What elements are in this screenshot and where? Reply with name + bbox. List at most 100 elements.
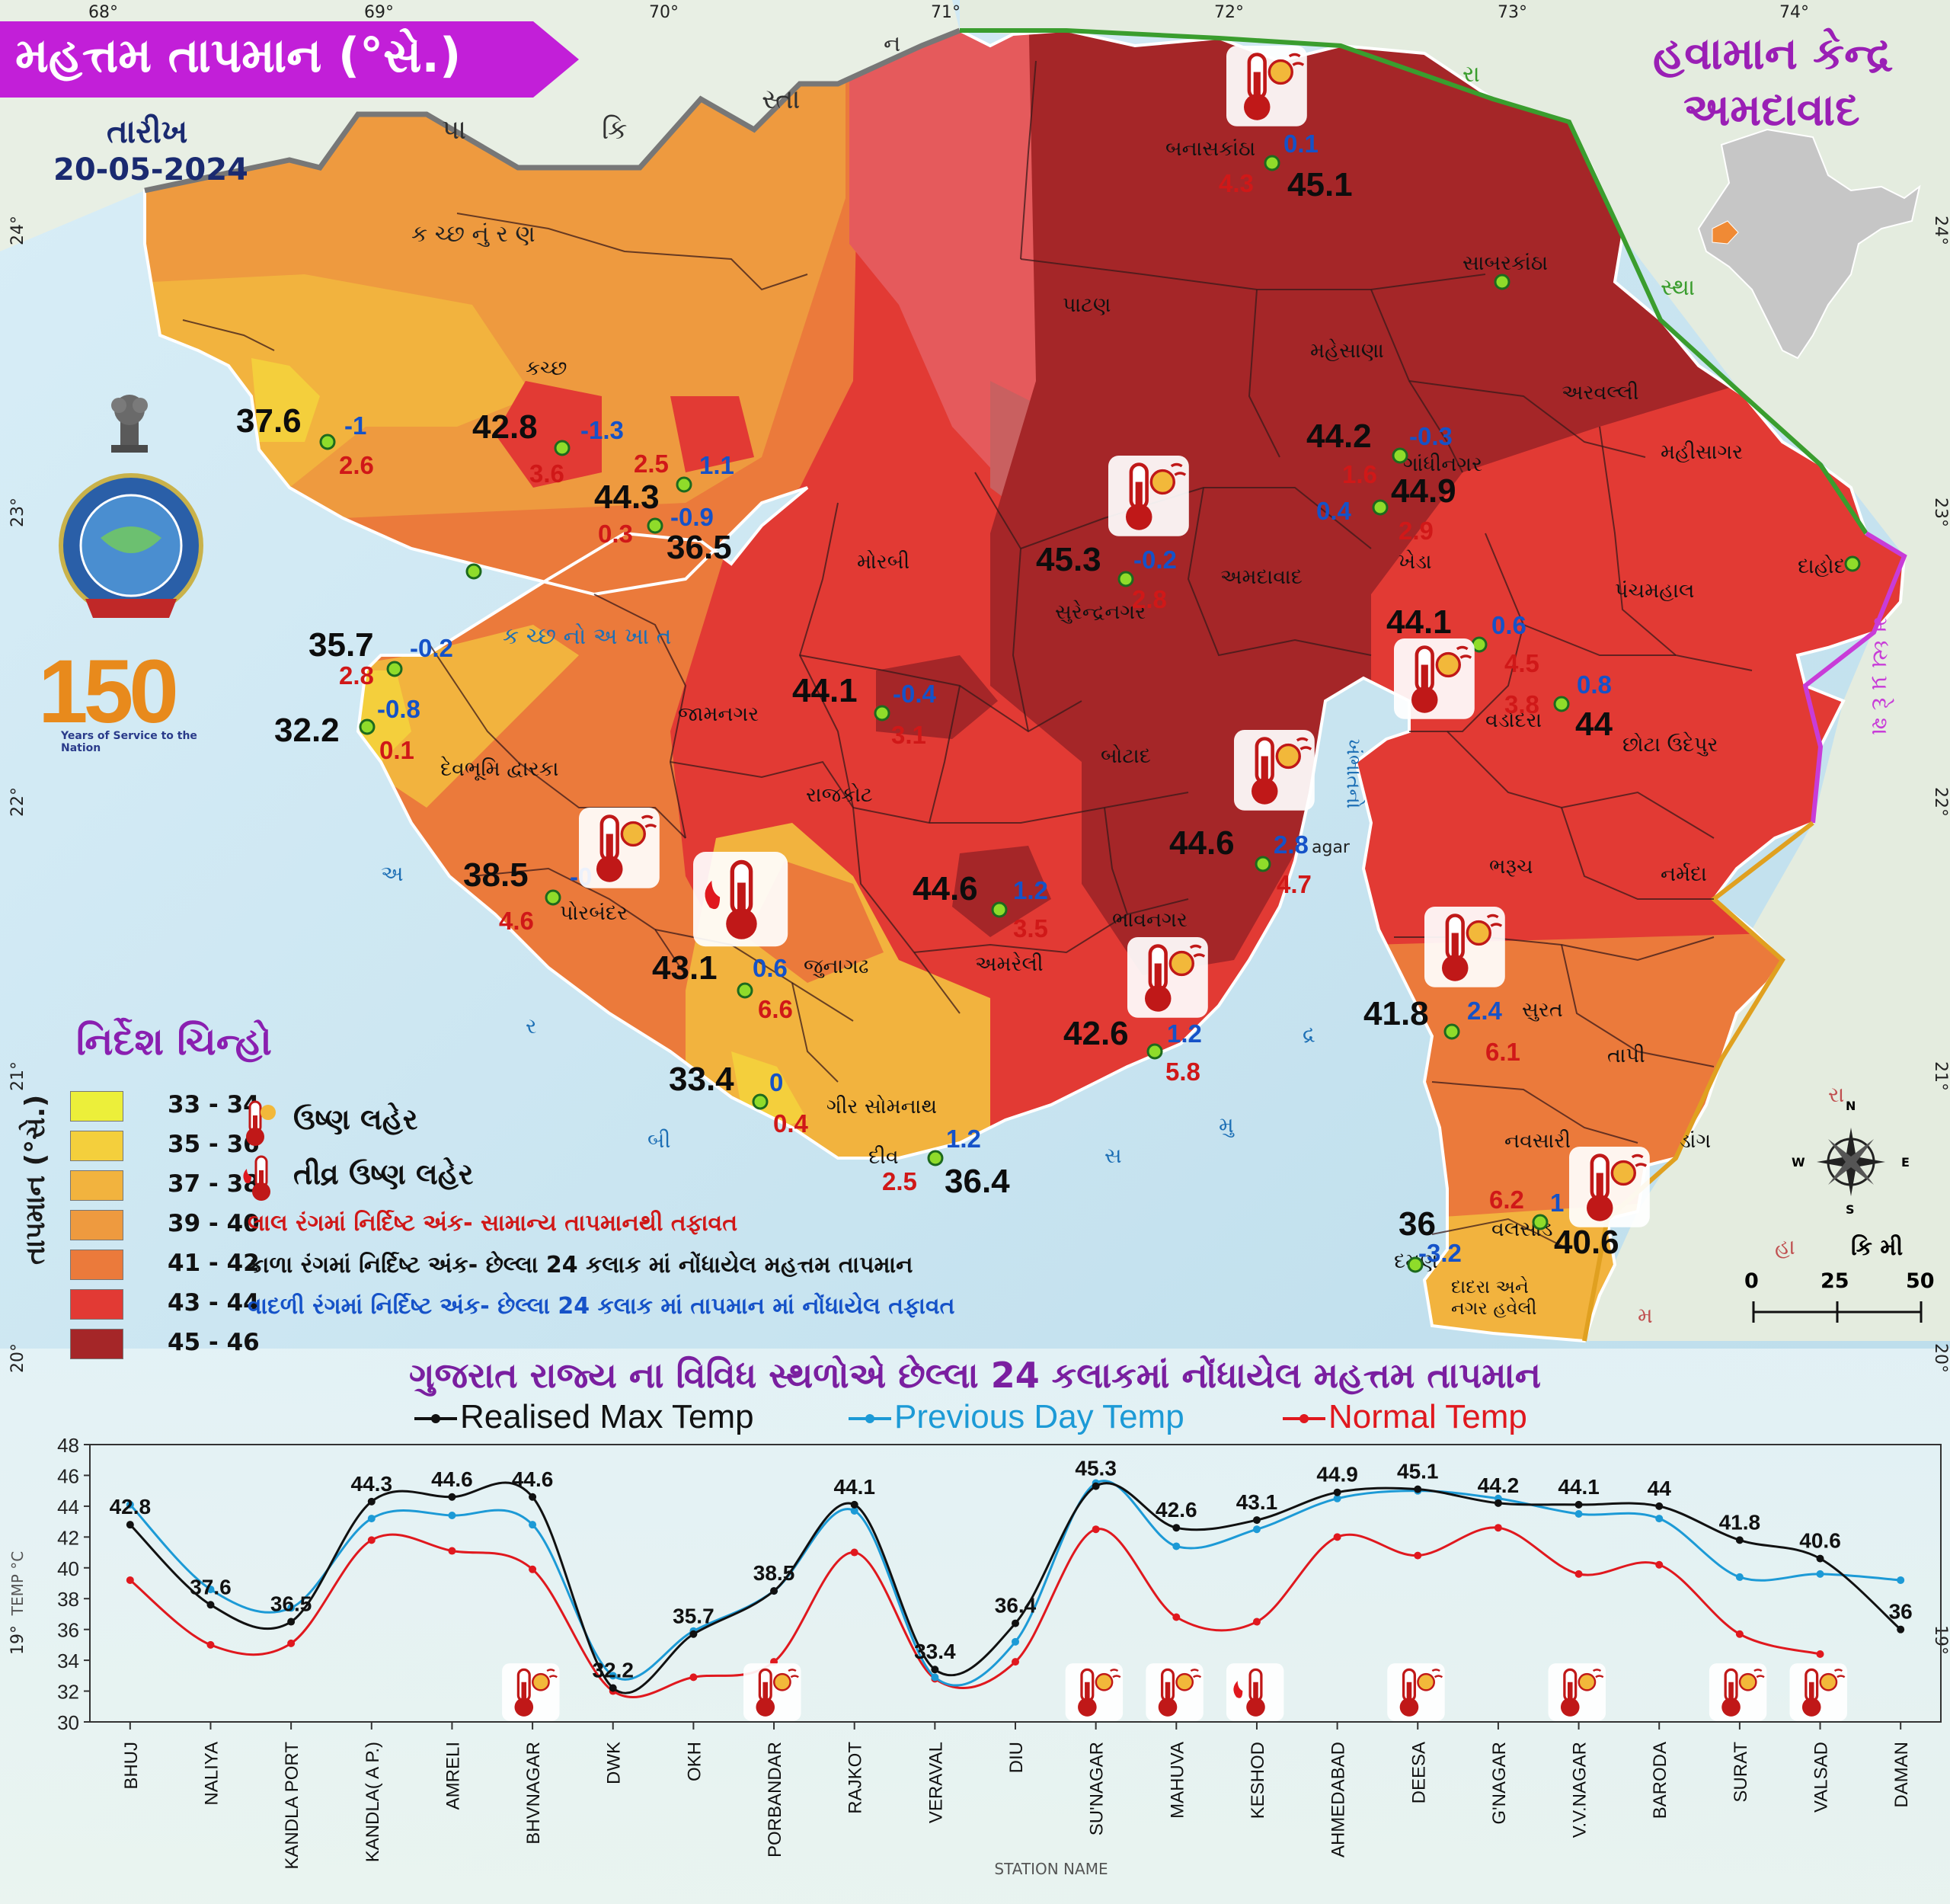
x-tick-label: MAHUVA (1167, 1742, 1188, 1819)
series-point-1 (1897, 1576, 1905, 1584)
map-text-ha: હા (1775, 1234, 1795, 1259)
lon-label: 72° (1214, 3, 1244, 22)
series-point-0 (1414, 1485, 1422, 1493)
station-prev-dwarka: -0.8 (377, 695, 420, 723)
station-diff-ahmedabad: 2.9 (1399, 517, 1434, 545)
lon-label: 71° (931, 3, 961, 22)
station-prev-baroda: 0.8 (1577, 670, 1612, 699)
lat-label-left: 22° (8, 787, 27, 817)
station-max-baroda: 44 (1575, 706, 1613, 743)
series-point-0 (931, 1666, 939, 1674)
station-max-valsad: 40.6 (1554, 1224, 1619, 1261)
district-label-dahod: દાહોદ (1798, 555, 1846, 578)
map-text-ra: રા (1462, 61, 1480, 88)
station-max-amreli: 44.6 (913, 870, 978, 907)
station-max-gnagar: 44.2 (1306, 418, 1372, 455)
legend-severe-heatwave-label: તીવ્ર ઉષ્ણ લહેર (293, 1157, 474, 1191)
map-text-dra: દ્ર (1303, 1021, 1315, 1046)
chart-legend-label: Realised Max Temp (460, 1398, 754, 1435)
series-point-2 (448, 1547, 456, 1555)
map-title: મહત્તમ તાપમાન (°સે.) (15, 27, 462, 83)
chart-legend-item: Normal Temp (1280, 1398, 1527, 1436)
chart-heatwave-icon (1387, 1663, 1445, 1721)
scale-bar: કિ મી 0 25 50 (1744, 1234, 1935, 1326)
series-point-0 (850, 1500, 858, 1509)
x-tick-label: DEESA (1408, 1742, 1429, 1803)
station-max-bhavnagar: 44.6 (1169, 824, 1235, 862)
station-max-kandla_ap: 44.3 (594, 478, 660, 516)
x-tick-label: DIU (1006, 1742, 1027, 1773)
anniversary-text: Years of Service to the Nation (61, 730, 197, 754)
station-max-rajkot: 44.1 (792, 672, 858, 709)
data-label: 44.6 (431, 1467, 473, 1491)
date-value: 20-05-2024 (53, 152, 248, 187)
series-point-0 (1816, 1554, 1824, 1563)
x-tick-label: KANDLA PORT (282, 1742, 302, 1870)
legend-swatch (70, 1210, 123, 1240)
y-tick-label: 46 (57, 1464, 79, 1487)
legend-swatch (70, 1131, 123, 1161)
series-point-2 (850, 1548, 858, 1557)
data-label: 44.2 (1478, 1474, 1520, 1497)
chart-heatwave-icon (1146, 1663, 1204, 1721)
station-prev-daman: -3.2 (1418, 1239, 1462, 1267)
legend-swatch (70, 1091, 123, 1122)
station-diff-valsad: 6.2 (1489, 1186, 1524, 1214)
district-label-bhavnagar: ભાવનગર (1112, 908, 1188, 932)
chart-legend-marker (414, 1414, 457, 1424)
data-label: 45.3 (1075, 1457, 1117, 1480)
series-point-1 (1655, 1515, 1664, 1523)
district-label-bharuch: ભરૂચ (1489, 855, 1533, 878)
map-text-r: ર (526, 1013, 537, 1038)
station-diff-vvnagar: 4.5 (1504, 649, 1539, 677)
station-prev-bhuj: -1.3 (580, 416, 624, 444)
series-point-2 (287, 1639, 296, 1647)
data-label: 35.7 (673, 1605, 714, 1628)
station-max-porbandar: 38.5 (463, 856, 529, 894)
series-point-0 (1897, 1625, 1905, 1634)
y-tick-label: 34 (57, 1650, 79, 1672)
lat-label-right: 21° (1931, 1061, 1950, 1091)
scale-tick-50: 50 (1906, 1269, 1935, 1293)
station-max-mahuva: 42.6 (1063, 1015, 1129, 1052)
station-prev-ahmedabad: 0.4 (1316, 497, 1351, 525)
series-line-1 (129, 1480, 1901, 1687)
series-point-1 (126, 1500, 134, 1509)
data-label: 37.6 (190, 1575, 232, 1598)
series-point-0 (1494, 1499, 1502, 1507)
district-label-narmada: નર્મદા (1661, 862, 1707, 886)
chart-severe-heatwave-icon (1226, 1663, 1284, 1721)
station-prev-keshod: 0.6 (753, 954, 788, 982)
x-tick-label: G'NAGAR (1489, 1742, 1510, 1825)
emblem-icon (98, 379, 161, 459)
series-point-2 (126, 1576, 134, 1584)
district-label-kutch: કચ્છ (526, 357, 567, 380)
district-label-dwarka: દેવભૂમિ દ્વારકા (440, 757, 559, 781)
data-label: 36.5 (270, 1592, 312, 1616)
district-label-rajkot: રાજકોટ (806, 783, 873, 807)
imd-logo-icon (55, 469, 207, 622)
chart-heatwave-icon (1548, 1663, 1606, 1721)
data-label: 45.1 (1397, 1460, 1439, 1483)
district-label-diu: દીવ (868, 1145, 899, 1169)
district-label-banas: બનાસકાંઠા (1165, 137, 1256, 161)
station-max-dwarka: 32.2 (274, 712, 340, 749)
legend-swatch (70, 1329, 123, 1359)
series-point-0 (770, 1587, 778, 1595)
district-label-ahmedabad: અમદાવાદ (1220, 565, 1303, 589)
station-diff-snagar: 2.8 (1132, 585, 1167, 613)
data-label: 44.1 (1558, 1475, 1600, 1499)
chart-heatwave-icon (743, 1663, 801, 1721)
district-label-porbandar: પોરબંદર (560, 901, 628, 925)
x-axis-label: STATION NAME (994, 1860, 1108, 1878)
station-max-deesa: 45.1 (1287, 166, 1353, 203)
y-tick-label: 38 (57, 1588, 79, 1611)
x-tick-label: DAMAN (1891, 1742, 1912, 1808)
map-text-bi: બી (647, 1128, 671, 1153)
legend-swatch (70, 1289, 123, 1320)
map-text-a: અ (381, 861, 404, 886)
data-label: 36.4 (995, 1594, 1037, 1618)
station-diff-amreli: 3.5 (1013, 914, 1048, 942)
map-text-mu: મુ (1219, 1112, 1234, 1138)
x-tick-label: BARODA (1650, 1742, 1670, 1819)
